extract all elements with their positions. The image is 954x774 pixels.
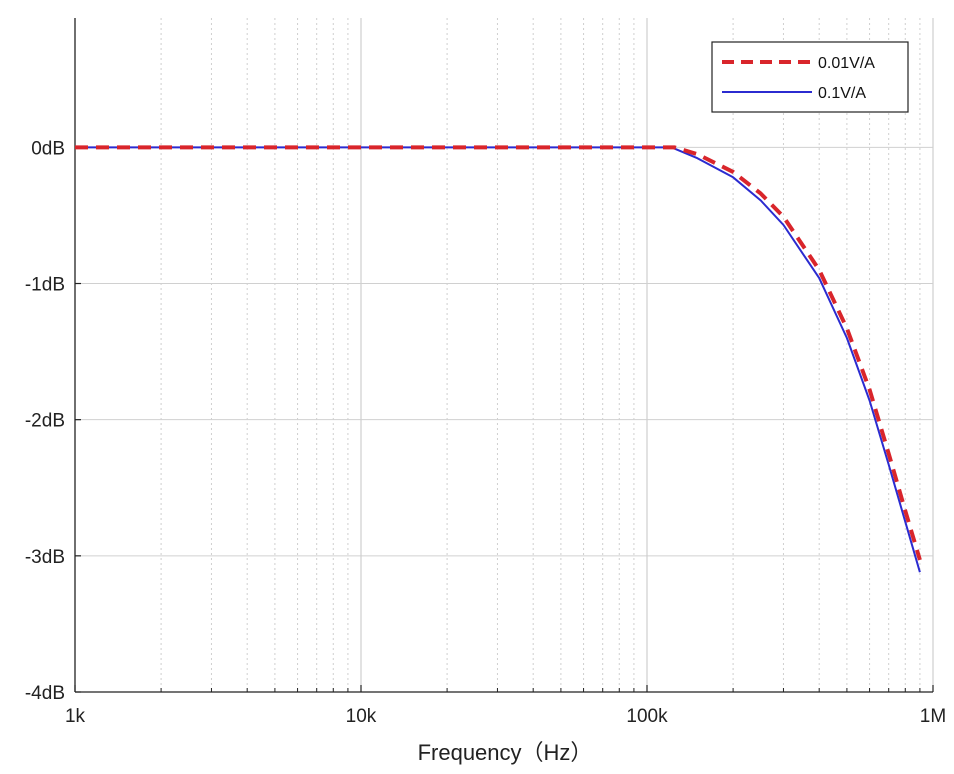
y-tick-label: -3dB [25,547,65,568]
x-tick-label: 100k [626,706,668,727]
legend-box [711,41,909,113]
legend-label-1: 0.1V/A [818,85,866,102]
axes [74,18,934,693]
y-tick-label: -1dB [25,275,65,296]
y-tick-label: -4dB [25,683,65,704]
series-line-0 [75,145,922,561]
series-layer [75,145,922,573]
x-tick-label: 1M [920,706,946,727]
y-tick-label: -2dB [25,411,65,432]
x-tick-label: 10k [346,706,377,727]
legend-label-0: 0.01V/A [818,55,875,72]
x-axis-title: Frequency（Hz） [418,740,593,765]
x-tick-label: 1k [65,706,86,727]
y-tick-label: 0dB [31,138,65,159]
legend: 0.01V/A 0.1V/A [711,41,909,113]
